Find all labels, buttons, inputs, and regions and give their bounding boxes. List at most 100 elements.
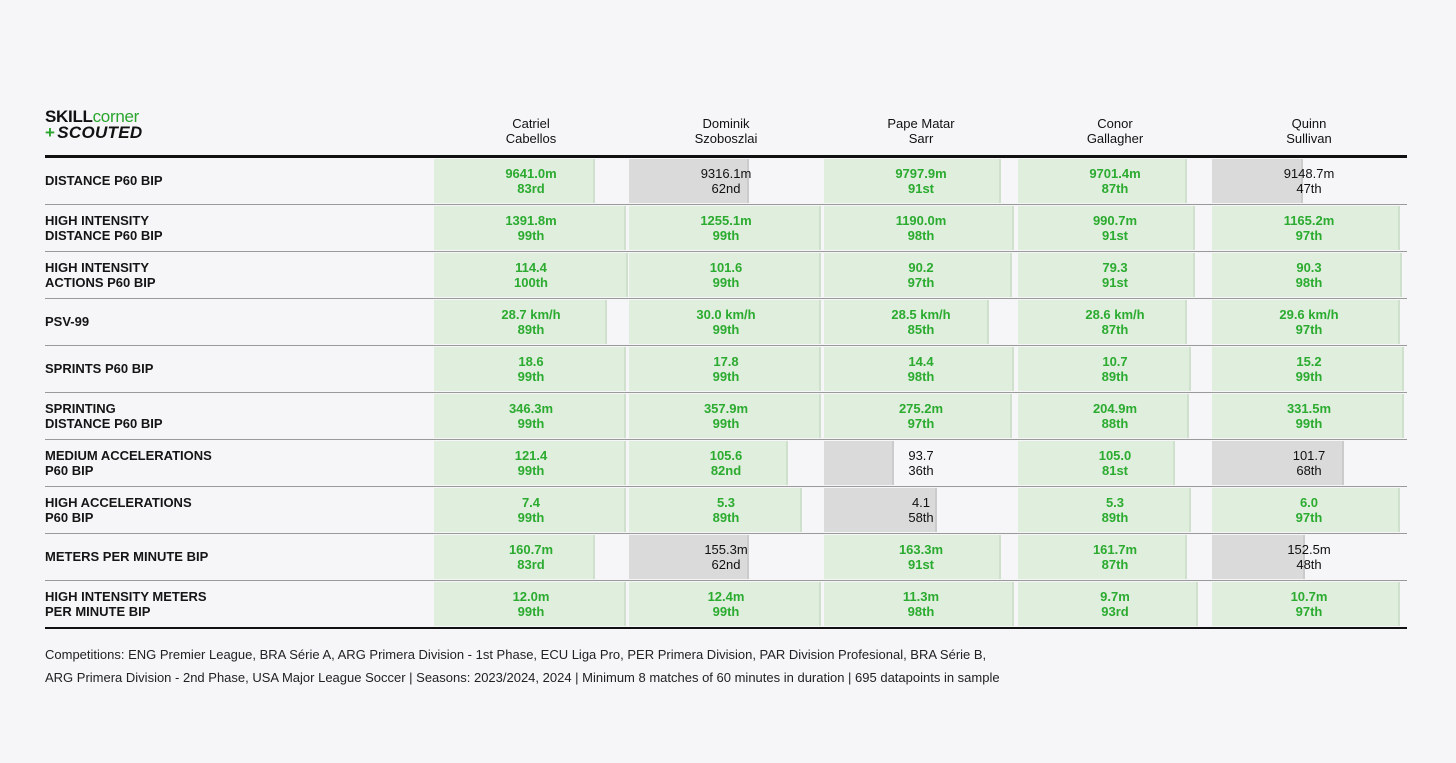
percentile-bar (1018, 300, 1187, 344)
percentile-bar (434, 159, 596, 203)
percentile-bar (1018, 159, 1187, 203)
metric-cell: 101.7 68th (1212, 441, 1406, 485)
metric-value: 28.7 km/h 89th (434, 300, 628, 344)
metric-value: 1255.1m 99th (629, 206, 823, 250)
metric-value: 275.2m 97th (824, 394, 1018, 438)
player-last-name: Szoboszlai (694, 131, 758, 146)
metric-raw-value: 331.5m (1286, 401, 1332, 416)
metric-cell: 990.7m 91st (1018, 206, 1212, 250)
metric-label-line: PER MINUTE BIP (45, 603, 151, 619)
player-header: Conor Gallagher (1018, 116, 1212, 146)
metric-label-line: DISTANCE P60 BIP (45, 415, 163, 431)
metric-raw-value: 346.3m (508, 401, 554, 416)
percentile-bar (434, 441, 627, 485)
metric-value: 160.7m 83rd (434, 535, 628, 579)
metric-value: 105.0 81st (1018, 441, 1212, 485)
percentile-bar (824, 300, 989, 344)
percentile-bar (434, 488, 627, 532)
metric-raw-value: 17.8 (713, 354, 739, 369)
metric-raw-value: 28.6 km/h (1085, 307, 1145, 322)
metric-value: 204.9m 88th (1018, 394, 1212, 438)
metric-label-line: HIGH INTENSITY (45, 212, 150, 228)
metric-raw-value: 163.3m (898, 542, 944, 557)
metric-percentile-rank: 99th (1295, 369, 1323, 384)
metric-raw-value: 101.6 (709, 260, 743, 275)
logo-word-skill: SKILL (45, 107, 93, 126)
metric-percentile-rank: 99th (712, 416, 740, 431)
metric-cell: 105.0 81st (1018, 441, 1212, 485)
row-divider (45, 298, 1407, 299)
metric-raw-value: 5.3 (1105, 495, 1125, 510)
metric-raw-value: 1190.0m (895, 213, 947, 228)
metric-label: HIGH INTENSITY DISTANCE P60 BIP (45, 205, 425, 250)
metric-percentile-rank: 99th (517, 463, 545, 478)
metric-value: 28.6 km/h 87th (1018, 300, 1212, 344)
percentile-bar (434, 206, 627, 250)
metric-raw-value: 4.1 (911, 495, 931, 510)
metric-value: 1190.0m 98th (824, 206, 1018, 250)
percentile-bar (824, 488, 937, 532)
metric-raw-value: 28.7 km/h (501, 307, 561, 322)
percentile-bar (1018, 488, 1191, 532)
metric-cell: 30.0 km/h 99th (629, 300, 823, 344)
player-header: Pape Matar Sarr (824, 116, 1018, 146)
metric-cell: 17.8 99th (629, 347, 823, 391)
metric-label-line: HIGH ACCELERATIONS (45, 494, 192, 510)
metric-value: 161.7m 87th (1018, 535, 1212, 579)
metric-label-line: SPRINTS P60 BIP (45, 361, 154, 376)
metric-percentile-rank: 97th (1295, 228, 1323, 243)
metric-percentile-rank: 99th (712, 604, 740, 619)
percentile-bar (1212, 582, 1401, 626)
metric-percentile-rank: 36th (908, 463, 934, 478)
metric-percentile-rank: 98th (907, 228, 935, 243)
metric-raw-value: 5.3 (716, 495, 736, 510)
percentile-bar (1212, 347, 1405, 391)
metric-percentile-rank: 85th (907, 322, 935, 337)
percentile-bar (1212, 488, 1401, 532)
metric-percentile-rank: 99th (517, 228, 545, 243)
row-divider (45, 204, 1407, 205)
metric-raw-value: 6.0 (1299, 495, 1319, 510)
percentile-bar (1018, 253, 1195, 297)
metric-percentile-rank: 89th (1101, 510, 1129, 525)
metric-value: 79.3 91st (1018, 253, 1212, 297)
metric-value: 90.2 97th (824, 253, 1018, 297)
metric-raw-value: 9701.4m (1089, 166, 1141, 181)
metric-cell: 331.5m 99th (1212, 394, 1406, 438)
percentile-bar (629, 582, 822, 626)
player-first-name: Dominik (702, 116, 750, 131)
metric-percentile-rank: 97th (907, 416, 935, 431)
metric-value: 155.3m 62nd (629, 535, 823, 579)
metric-label: SPRINTING DISTANCE P60 BIP (45, 393, 425, 438)
metric-percentile-rank: 89th (1101, 369, 1129, 384)
metric-cell: 9701.4m 87th (1018, 159, 1212, 203)
metric-cell: 5.3 89th (1018, 488, 1212, 532)
metric-raw-value: 275.2m (898, 401, 944, 416)
metric-cell: 28.7 km/h 89th (434, 300, 628, 344)
metric-cell: 357.9m 99th (629, 394, 823, 438)
metric-value: 346.3m 99th (434, 394, 628, 438)
metric-value: 9.7m 93rd (1018, 582, 1212, 626)
metric-percentile-rank: 99th (517, 510, 545, 525)
metric-cell: 346.3m 99th (434, 394, 628, 438)
metric-raw-value: 101.7 (1292, 448, 1326, 463)
player-last-name: Sullivan (1286, 131, 1332, 146)
metric-raw-value: 18.6 (518, 354, 544, 369)
percentile-bar (824, 535, 1001, 579)
player-header: Dominik Szoboszlai (629, 116, 823, 146)
player-last-name: Gallagher (1086, 131, 1144, 146)
metric-value: 15.2 99th (1212, 347, 1406, 391)
metric-label-line: PSV-99 (45, 314, 90, 329)
metric-label: SPRINTS P60 BIP (45, 346, 425, 391)
metric-label: HIGH INTENSITY METERS PER MINUTE BIP (45, 581, 425, 626)
metric-value: 90.3 98th (1212, 253, 1406, 297)
player-header: Quinn Sullivan (1212, 116, 1406, 146)
metric-cell: 9641.0m 83rd (434, 159, 628, 203)
metric-raw-value: 10.7m (1290, 589, 1328, 604)
metric-label-line: METERS PER MINUTE BIP (45, 549, 209, 564)
metric-cell: 155.3m 62nd (629, 535, 823, 579)
metric-label-line: HIGH INTENSITY METERS (45, 588, 207, 604)
metric-raw-value: 357.9m (703, 401, 749, 416)
metric-value: 7.4 99th (434, 488, 628, 532)
percentile-bar (1018, 394, 1189, 438)
